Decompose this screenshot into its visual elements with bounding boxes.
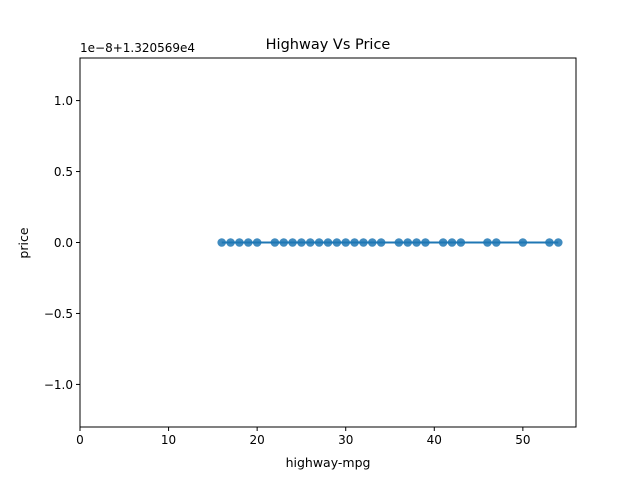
- chart-title: Highway Vs Price: [266, 37, 391, 53]
- data-point: [545, 238, 554, 247]
- data-point: [447, 238, 457, 247]
- x-axis-label: highway-mpg: [286, 455, 371, 470]
- data-point: [403, 238, 413, 247]
- data-point: [332, 238, 342, 247]
- data-point: [456, 238, 466, 247]
- data-point: [394, 238, 404, 247]
- y-tick-label: −0.5: [44, 307, 73, 321]
- x-tick-label: 30: [338, 433, 353, 447]
- x-tick-label: 40: [427, 433, 442, 447]
- data-point: [252, 238, 262, 247]
- data-point: [518, 238, 528, 247]
- data-point: [235, 238, 244, 247]
- y-offset-label: 1e−8+1.320569e4: [80, 41, 195, 55]
- data-point: [217, 238, 227, 247]
- data-point: [421, 238, 430, 247]
- y-tick-label: −1.0: [44, 378, 73, 392]
- data-point: [359, 238, 368, 247]
- data-point: [376, 238, 386, 247]
- y-axis-label: price: [16, 227, 31, 258]
- x-tick-label: 50: [515, 433, 530, 447]
- data-point: [350, 238, 359, 247]
- data-point: [491, 238, 501, 247]
- data-point: [279, 238, 289, 247]
- data-point: [553, 238, 563, 247]
- data-point: [226, 238, 235, 247]
- x-tick-label: 10: [161, 433, 176, 447]
- data-point: [305, 238, 315, 247]
- data-point: [367, 238, 377, 247]
- x-tick-label: 20: [250, 433, 265, 447]
- y-tick-label: 0.0: [54, 236, 73, 250]
- data-point: [288, 238, 297, 247]
- x-tick-label: 0: [76, 433, 84, 447]
- data-point: [270, 238, 280, 247]
- data-point: [243, 238, 253, 247]
- y-tick-label: 0.5: [54, 165, 73, 179]
- data-point: [297, 238, 306, 247]
- plot-frame: [79, 57, 577, 428]
- y-tick-label: 1.0: [54, 94, 73, 108]
- data-point: [483, 238, 492, 247]
- data-point: [323, 238, 333, 247]
- data-point: [314, 238, 324, 247]
- data-point: [438, 238, 448, 247]
- data-point: [412, 238, 421, 247]
- data-point: [341, 238, 351, 247]
